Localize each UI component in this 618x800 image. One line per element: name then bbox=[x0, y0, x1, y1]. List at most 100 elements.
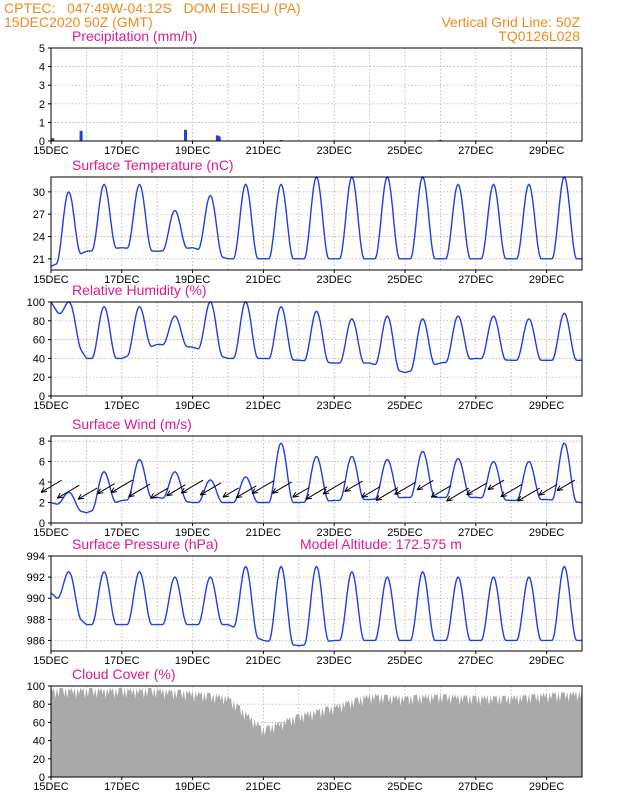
wind-arrowhead bbox=[538, 489, 546, 496]
wind-arrowhead bbox=[556, 485, 564, 492]
humidity-ytick-label: 0 bbox=[39, 391, 45, 403]
precipitation-bar bbox=[215, 135, 219, 141]
wind-arrow bbox=[97, 483, 115, 495]
wind-arrowhead bbox=[292, 491, 299, 498]
precipitation-xtick-label: 19DEC bbox=[175, 145, 211, 157]
pressure-xtick-label: 21DEC bbox=[246, 655, 282, 667]
header-model-code: TQ0126L028 bbox=[498, 28, 580, 44]
wind-arrow bbox=[466, 482, 487, 496]
cloud-ytick-label: 60 bbox=[33, 717, 45, 729]
temperature-ytick-label: 30 bbox=[33, 187, 45, 199]
header-grid-line: Vertical Grid Line: 50Z bbox=[441, 14, 580, 30]
cloud-xtick-label: 27DEC bbox=[458, 781, 494, 793]
humidity-xtick-label: 19DEC bbox=[175, 400, 211, 412]
wind-xtick-label: 15DEC bbox=[33, 527, 69, 539]
wind-arrow bbox=[150, 487, 169, 499]
cloud-ytick-label: 40 bbox=[33, 736, 45, 748]
wind-arrowhead bbox=[110, 487, 118, 494]
wind-arrowhead bbox=[235, 492, 243, 499]
wind-xtick-label: 19DEC bbox=[175, 527, 211, 539]
wind-arrowhead bbox=[56, 492, 64, 499]
wind-arrowhead bbox=[375, 495, 383, 501]
precipitation-ytick-label: 5 bbox=[39, 43, 45, 55]
cloud-title: Cloud Cover (%) bbox=[72, 666, 175, 682]
wind-line bbox=[50, 442, 582, 514]
wind-xtick-label: 27DEC bbox=[458, 527, 494, 539]
wind-arrow bbox=[416, 479, 434, 491]
precipitation-xtick-label: 15DEC bbox=[33, 145, 69, 157]
cloud-ytick-label: 80 bbox=[33, 699, 45, 711]
precipitation-bar bbox=[79, 130, 83, 141]
temperature-title: Surface Temperature (nC) bbox=[72, 157, 234, 173]
wind-arrowhead bbox=[305, 494, 312, 500]
wind-arrowhead bbox=[128, 491, 135, 498]
humidity-xtick-label: 25DEC bbox=[387, 400, 423, 412]
pressure-ytick-label: 990 bbox=[27, 593, 45, 605]
temperature-frame bbox=[50, 176, 583, 271]
wind-ytick-label: 4 bbox=[39, 477, 45, 489]
temperature-xtick-label: 23DEC bbox=[316, 274, 352, 286]
wind-arrow bbox=[517, 487, 540, 502]
temperature-xtick-label: 17DEC bbox=[104, 274, 140, 286]
humidity-ytick-label: 40 bbox=[33, 353, 45, 365]
wind-arrow bbox=[446, 487, 469, 502]
humidity-xtick-label: 27DEC bbox=[458, 400, 494, 412]
pressure-xtick-label: 25DEC bbox=[387, 655, 423, 667]
wind-ytick-label: 8 bbox=[39, 436, 45, 448]
wind-arrow bbox=[487, 479, 505, 491]
wind-arrowhead bbox=[97, 488, 104, 495]
wind-arrow bbox=[361, 486, 381, 498]
wind-arrow bbox=[57, 484, 80, 499]
pressure-ytick-label: 994 bbox=[27, 551, 45, 563]
precipitation-ytick-label: 4 bbox=[39, 62, 45, 74]
wind-arrowhead bbox=[150, 493, 157, 499]
wind-arrowhead bbox=[446, 495, 453, 502]
humidity-line bbox=[50, 301, 582, 374]
wind-xtick-label: 23DEC bbox=[316, 527, 352, 539]
precipitation-xtick-label: 23DEC bbox=[316, 145, 352, 157]
wind-arrowhead bbox=[416, 484, 424, 491]
precipitation-xtick-label: 29DEC bbox=[529, 145, 565, 157]
pressure-ytick-label: 992 bbox=[27, 572, 45, 584]
wind-arrowhead bbox=[199, 489, 207, 496]
pressure-frame bbox=[50, 555, 583, 652]
pressure-xtick-label: 23DEC bbox=[316, 655, 352, 667]
wind-arrow bbox=[128, 483, 151, 498]
wind-arrow bbox=[292, 486, 310, 498]
wind-arrowhead bbox=[166, 490, 173, 497]
precipitation-title: Precipitation (mm/h) bbox=[72, 28, 197, 44]
wind-xtick-label: 21DEC bbox=[246, 527, 282, 539]
precipitation-xtick-label: 21DEC bbox=[246, 145, 282, 157]
pressure-xtick-label: 19DEC bbox=[175, 655, 211, 667]
wind-arrowhead bbox=[344, 486, 351, 492]
temperature-xtick-label: 21DEC bbox=[246, 274, 282, 286]
wind-ytick-label: 6 bbox=[39, 457, 45, 469]
precipitation-ytick-label: 0 bbox=[39, 136, 45, 148]
wind-arrowhead bbox=[322, 488, 330, 495]
wind-arrow bbox=[110, 479, 133, 494]
cloud-xtick-label: 17DEC bbox=[104, 781, 140, 793]
wind-arrowhead bbox=[430, 491, 438, 498]
temperature-ytick-label: 27 bbox=[33, 209, 45, 221]
temperature-xtick-label: 19DEC bbox=[175, 274, 211, 286]
wind-ytick-label: 2 bbox=[39, 498, 45, 510]
precipitation-ytick-label: 3 bbox=[39, 80, 45, 92]
wind-arrow bbox=[251, 480, 275, 494]
humidity-xtick-label: 21DEC bbox=[246, 400, 282, 412]
humidity-ytick-label: 20 bbox=[33, 372, 45, 384]
wind-arrowhead bbox=[40, 487, 48, 493]
temperature-xtick-label: 27DEC bbox=[458, 274, 494, 286]
wind-frame bbox=[50, 435, 583, 524]
wind-arrow bbox=[272, 481, 292, 494]
wind-xtick-label: 29DEC bbox=[529, 527, 565, 539]
wind-arrow bbox=[200, 482, 222, 496]
wind-xtick-label: 17DEC bbox=[104, 527, 140, 539]
wind-arrowhead bbox=[77, 493, 85, 500]
precipitation-bar bbox=[184, 129, 188, 141]
precipitation-ytick-label: 2 bbox=[39, 99, 45, 111]
pressure-ytick-label: 988 bbox=[27, 614, 45, 626]
precipitation-bar bbox=[217, 136, 221, 141]
wind-arrowhead bbox=[466, 489, 473, 496]
pressure-xtick-label: 27DEC bbox=[458, 655, 494, 667]
